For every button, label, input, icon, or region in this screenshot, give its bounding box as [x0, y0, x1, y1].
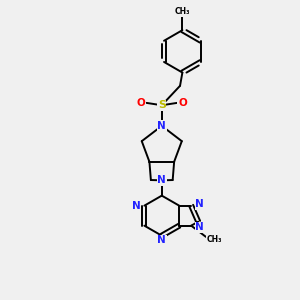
Text: O: O — [178, 98, 187, 108]
Text: N: N — [158, 175, 166, 185]
Text: N: N — [158, 235, 166, 245]
Text: S: S — [158, 100, 166, 110]
Text: N: N — [195, 199, 204, 209]
Text: CH₃: CH₃ — [175, 8, 190, 16]
Text: CH₃: CH₃ — [206, 235, 222, 244]
Text: N: N — [132, 201, 141, 211]
Text: N: N — [195, 222, 204, 232]
Text: N: N — [158, 121, 166, 131]
Text: O: O — [137, 98, 146, 108]
